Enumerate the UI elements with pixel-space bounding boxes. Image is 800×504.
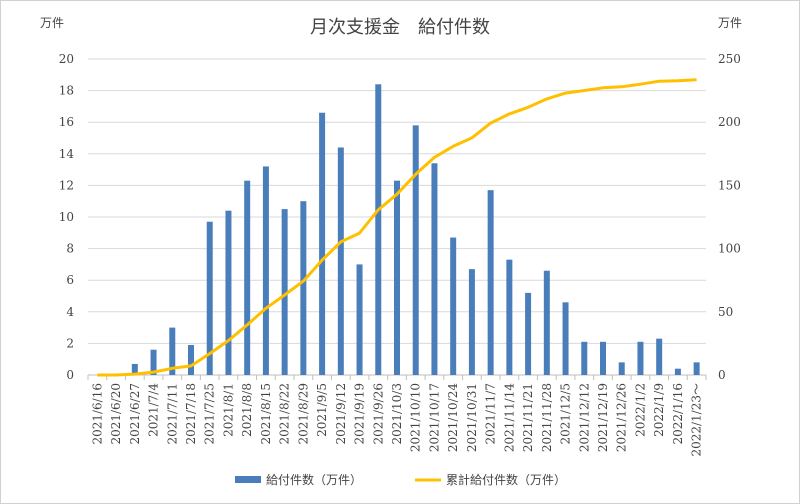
bar	[674, 368, 681, 375]
x-tick-label: 2021/6/20	[109, 383, 123, 445]
right-tick-label: 150	[718, 178, 741, 192]
bar	[450, 237, 457, 375]
legend-line-label: 累計給付件数（万件）	[446, 472, 566, 487]
bar	[656, 338, 663, 375]
bar	[562, 302, 569, 375]
x-tick-label: 2021/8/8	[240, 383, 254, 437]
x-tick-label: 2021/9/12	[334, 383, 348, 445]
x-tick-label: 2021/8/29	[296, 383, 310, 445]
x-tick-label: 2021/10/24	[446, 383, 460, 453]
left-axis-unit: 万件	[40, 16, 64, 30]
bar	[506, 259, 513, 375]
bar	[131, 363, 138, 375]
right-tick-label: 0	[718, 368, 726, 382]
x-tick-label: 2021/10/3	[390, 383, 404, 445]
left-tick-label: 6	[66, 273, 74, 287]
x-tick-label: 2021/7/18	[184, 383, 198, 445]
bar	[188, 344, 194, 375]
bar	[431, 163, 438, 375]
bar	[262, 166, 269, 375]
bar	[412, 125, 419, 375]
legend-bar-label: 給付件数（万件）	[266, 472, 362, 487]
bar	[600, 341, 606, 375]
x-tick-label: 2021/9/26	[371, 383, 385, 445]
x-tick-label: 2021/10/17	[427, 383, 441, 452]
x-tick-label: 2021/10/31	[465, 383, 479, 452]
x-tick-label: 2021/9/19	[353, 383, 367, 445]
x-tick-label: 2021/11/21	[521, 383, 535, 452]
right-tick-label: 100	[718, 242, 741, 256]
left-tick-label: 20	[59, 52, 74, 66]
x-tick-label: 2021/12/5	[559, 383, 573, 445]
x-tick-label: 2022/1/9	[652, 383, 666, 437]
x-tick-label: 2021/12/26	[615, 383, 629, 452]
bar	[150, 349, 157, 375]
left-tick-label: 14	[59, 147, 75, 161]
bar	[543, 270, 550, 375]
bar	[693, 362, 700, 375]
bar	[300, 201, 307, 375]
left-tick-label: 18	[59, 84, 74, 98]
x-tick-label: 2021/7/4	[147, 383, 161, 437]
x-tick-label: 2021/11/14	[502, 383, 516, 453]
x-tick-label: 2021/8/22	[278, 383, 292, 445]
bar	[375, 84, 382, 375]
left-tick-label: 8	[66, 242, 74, 256]
x-tick-label: 2022/1/16	[671, 383, 685, 445]
left-tick-label: 0	[66, 368, 74, 382]
cumulative-line	[97, 78, 697, 377]
left-tick-label: 12	[59, 178, 74, 192]
left-tick-label: 10	[59, 210, 74, 224]
bar	[394, 180, 400, 375]
bar	[169, 327, 176, 375]
left-tick-label: 4	[66, 305, 74, 319]
x-tick-label: 2021/6/16	[90, 383, 104, 445]
bar	[225, 210, 232, 375]
x-tick-label: 2021/6/27	[128, 383, 142, 445]
bar	[637, 341, 644, 375]
x-tick-label: 2021/7/11	[165, 383, 179, 445]
x-tick-label: 2022/1/23～	[690, 383, 704, 457]
chart-title: 月次支援金 給付件数	[310, 17, 490, 38]
bar	[581, 341, 588, 375]
legend-bar-swatch	[235, 476, 261, 483]
bar	[525, 292, 532, 375]
x-tick-label: 2021/12/19	[596, 383, 610, 452]
legend: 給付件数（万件） 累計給付件数（万件）	[235, 472, 566, 487]
bar	[281, 209, 288, 375]
bar	[319, 112, 326, 375]
right-axis-unit: 万件	[718, 16, 742, 30]
x-tick-label: 2021/8/15	[259, 383, 273, 445]
x-tick-label: 2021/8/1	[221, 383, 235, 437]
x-tick-label: 2021/7/25	[203, 383, 217, 445]
left-tick-label: 16	[59, 115, 74, 129]
bar	[206, 221, 213, 375]
right-tick-label: 200	[718, 115, 741, 129]
x-tick-label: 2021/11/28	[540, 383, 554, 452]
bar	[244, 180, 251, 375]
right-tick-label: 50	[718, 305, 733, 319]
x-tick-label: 2021/10/10	[409, 383, 423, 452]
right-tick-label: 250	[718, 52, 741, 66]
x-tick-label: 2021/11/7	[484, 383, 498, 445]
x-tick-label: 2021/9/5	[315, 383, 329, 437]
left-tick-label: 2	[66, 336, 74, 350]
bar	[356, 264, 363, 375]
bar	[618, 362, 625, 375]
bar	[337, 147, 344, 375]
bar	[468, 269, 475, 375]
x-tick-label: 2021/12/12	[577, 383, 591, 452]
x-tick-label: 2022/1/2	[633, 383, 647, 437]
bar	[487, 190, 494, 375]
